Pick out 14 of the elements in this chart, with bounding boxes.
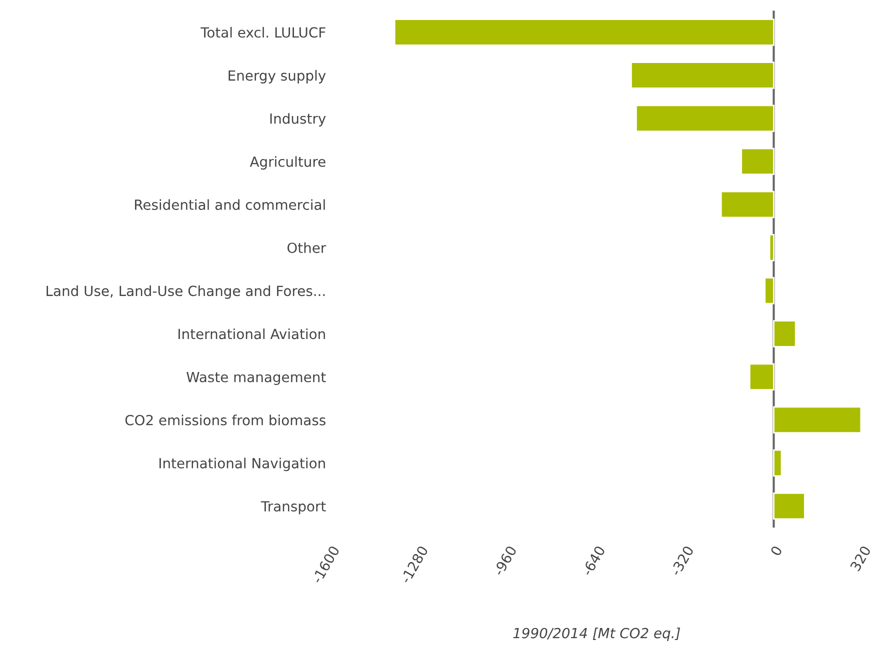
y-tick-label: Land Use, Land-Use Change and Fores... <box>46 285 325 299</box>
y-tick-label: Total excl. LULUCF <box>200 26 326 38</box>
y-tick-label: Residential and commercial <box>135 199 325 210</box>
y-tick-label: Energy supply <box>228 70 326 84</box>
y-tick-label: Industry <box>270 113 326 127</box>
x-axis-title: 1990/2014 [Mt CO2 eq.] <box>513 628 680 642</box>
x-tick-label: 0 <box>770 545 783 556</box>
y-tick-label: Agriculture <box>250 156 326 170</box>
y-tick-label: Waste management <box>186 372 326 385</box>
y-tick-label: Other <box>287 242 326 254</box>
y-tick-label: CO2 emissions from biomass <box>125 414 326 426</box>
y-tick-label: Transport <box>260 501 326 514</box>
y-tick-label: International Navigation <box>160 458 325 472</box>
y-tick-label: International Aviation <box>178 328 325 340</box>
